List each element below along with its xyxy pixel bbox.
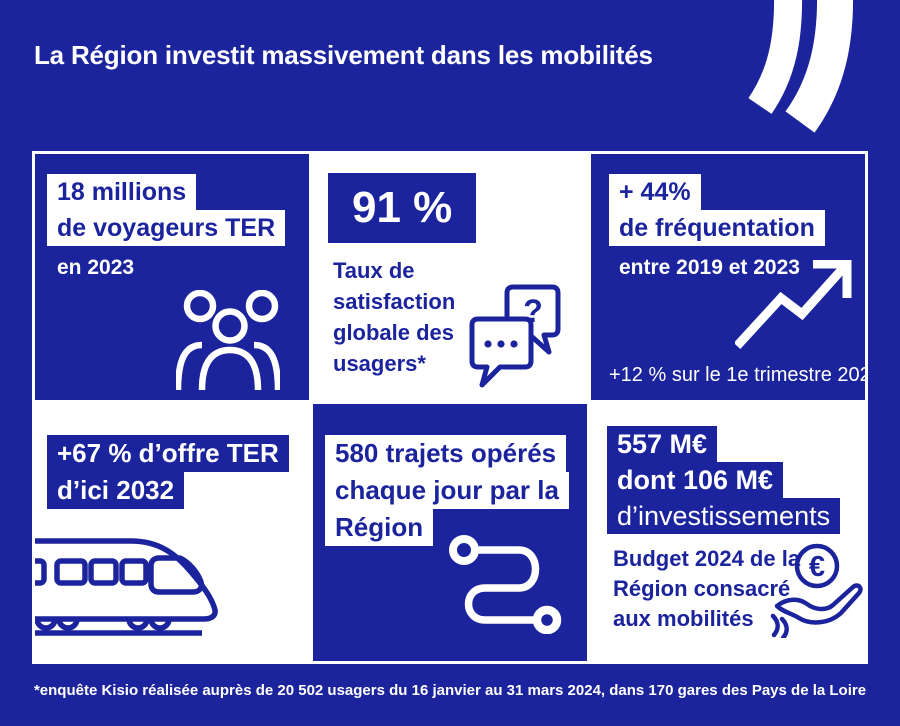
stat-subtext: en 2023 [57, 256, 135, 279]
stat-highlight: + 44% de fréquentation [609, 174, 865, 246]
stat-highlight: +67 % d’offre TER d’ici 2032 [47, 435, 309, 509]
stat-label: Taux de satisfaction globale des usagers… [333, 258, 456, 376]
stat-line-light: d’investissements [607, 498, 841, 534]
chat-bubbles-icon: ? [469, 284, 561, 388]
stat-line: 18 millions [47, 174, 197, 210]
route-icon [449, 535, 562, 634]
stat-note: +12 % sur le 1e trimestre 2024 [609, 364, 865, 386]
stat-line: de fréquentation [609, 210, 825, 246]
stat-highlight: 18 millions de voyageurs TER [47, 174, 309, 246]
stat-line: dont 106 M€ [607, 462, 784, 498]
card-trajets: 580 trajets opérés chaque jour par la Ré… [313, 404, 587, 661]
card-budget: 557 M€ dont 106 M€ d’investissements Bud… [591, 404, 865, 661]
stat-line: Région [325, 509, 434, 546]
stat-highlight: 557 M€ dont 106 M€ d’investissements [607, 426, 865, 534]
stats-grid: 18 millions de voyageurs TER en 2023 91 … [32, 151, 868, 664]
card-satisfaction: 91 % Taux de satisfaction globale des us… [313, 154, 587, 400]
stat-line: 580 trajets opérés [325, 435, 567, 472]
euro-glyph: € [809, 551, 825, 583]
card-frequentation: + 44% de fréquentation entre 2019 et 202… [591, 154, 865, 400]
card-voyageurs-ter: 18 millions de voyageurs TER en 2023 [35, 154, 309, 400]
stat-value: 91 % [328, 173, 477, 243]
stat-line: +67 % d’offre TER [47, 435, 289, 472]
trend-up-arrow-icon [735, 260, 852, 350]
page-title: La Région investit massivement dans les … [34, 40, 653, 70]
stat-highlight: 580 trajets opérés chaque jour par la Ré… [325, 435, 587, 546]
stat-subtext: entre 2019 et 2023 [619, 256, 800, 279]
stat-line: d’ici 2032 [47, 472, 185, 509]
quote-marks-logo [748, 0, 854, 133]
stat-line: de voyageurs TER [47, 210, 286, 246]
stat-label: Budget 2024 de la Région consacré aux mo… [613, 546, 801, 631]
card-offre-ter: +67 % d’offre TER d’ici 2032 [35, 404, 309, 661]
hand-euro-icon: € [770, 543, 863, 638]
stat-line: 557 M€ [607, 426, 718, 462]
people-group-icon [176, 290, 280, 390]
train-icon [35, 538, 218, 636]
footnote: *enquête Kisio réalisée auprès de 20 502… [33, 682, 867, 699]
stat-line: + 44% [609, 174, 701, 210]
stat-line: chaque jour par la [325, 472, 569, 509]
